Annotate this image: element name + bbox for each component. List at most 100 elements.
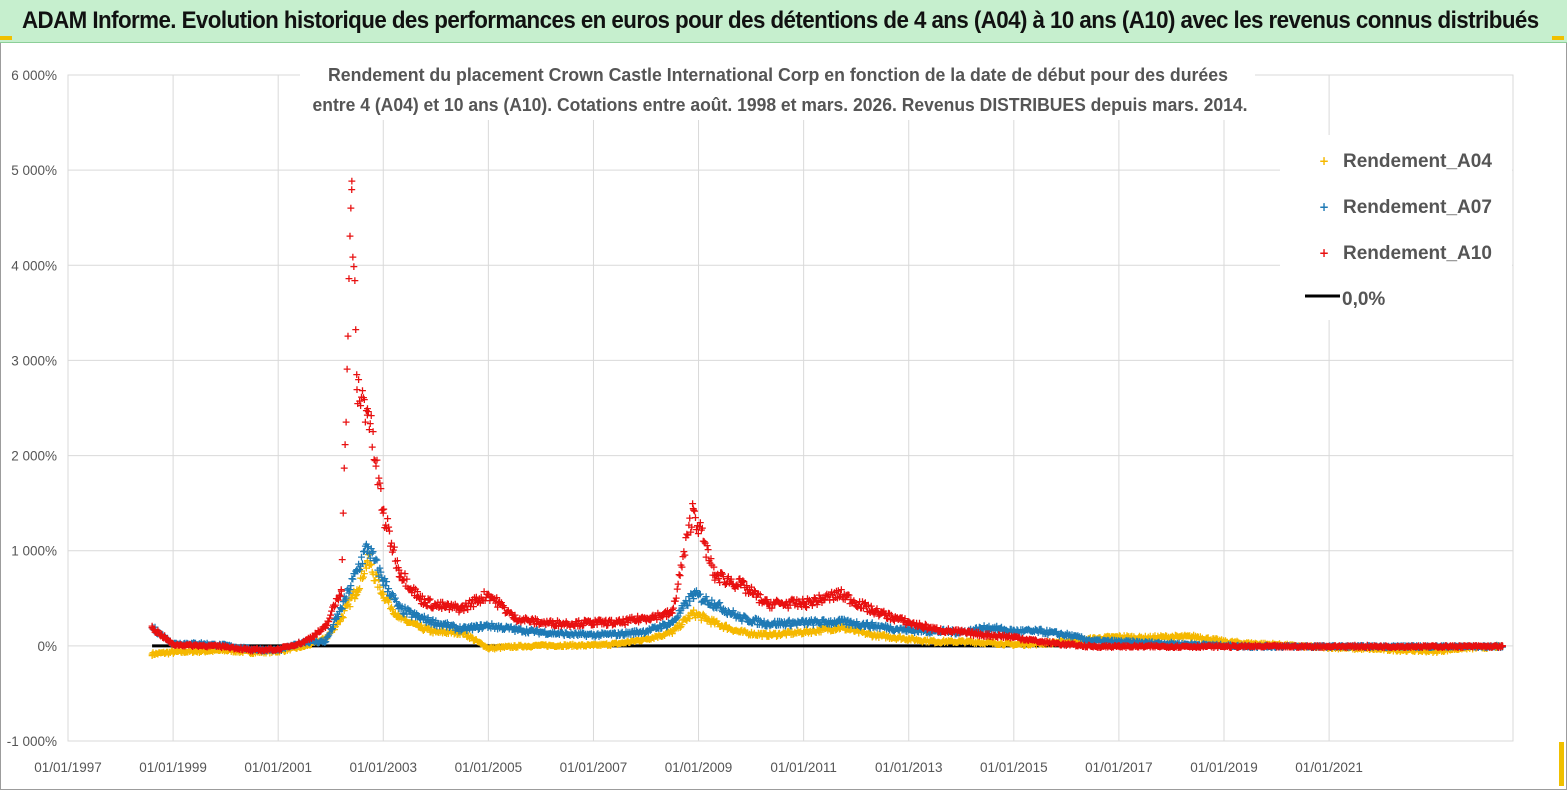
data-point: + <box>500 641 509 654</box>
data-point: + <box>491 641 500 654</box>
data-point: + <box>558 640 567 653</box>
data-point: + <box>879 628 888 641</box>
data-point: + <box>618 636 627 649</box>
data-point: + <box>385 524 394 537</box>
data-point: + <box>808 624 817 637</box>
chart-legend: + Rendement_A04 + Rendement_A07 + Rendement_A… <box>1280 135 1512 320</box>
data-point: + <box>181 646 190 659</box>
data-point: + <box>731 623 740 636</box>
data-point: + <box>224 644 233 657</box>
data-point: + <box>548 639 557 652</box>
data-point: + <box>568 638 577 651</box>
data-point: + <box>235 646 244 659</box>
data-point: + <box>957 635 966 648</box>
data-point: + <box>174 644 183 657</box>
data-point: + <box>651 630 660 643</box>
data-point: + <box>539 638 548 651</box>
data-point: + <box>332 617 341 630</box>
data-point: + <box>274 644 283 657</box>
data-point: + <box>555 640 564 653</box>
data-point: + <box>271 645 280 658</box>
x-tick-label: 01/01/1997 <box>34 760 102 775</box>
data-point: + <box>340 602 349 615</box>
data-point: + <box>164 647 173 660</box>
data-point: + <box>751 628 760 641</box>
data-point: + <box>289 641 298 654</box>
data-point: + <box>339 611 348 624</box>
data-point: + <box>261 647 270 660</box>
data-point: + <box>413 617 422 630</box>
data-point: + <box>527 640 536 653</box>
data-point: + <box>727 623 736 636</box>
data-point: + <box>655 630 664 643</box>
data-point: + <box>518 640 527 653</box>
data-point: + <box>572 640 581 653</box>
x-tick-label: 01/01/1999 <box>139 760 207 775</box>
data-point: + <box>716 620 725 633</box>
data-point: + <box>823 624 832 637</box>
data-point: + <box>185 645 194 658</box>
data-point: + <box>662 627 671 640</box>
data-point: + <box>214 644 223 657</box>
data-point: + <box>892 633 901 646</box>
data-point: + <box>398 610 407 623</box>
data-point: + <box>368 567 377 580</box>
corner-marker-bottom-right <box>1559 742 1564 786</box>
data-point: + <box>221 643 230 656</box>
data-point: + <box>209 643 218 656</box>
data-point: + <box>834 620 843 633</box>
data-point: + <box>199 643 208 656</box>
legend-label: Rendement_A07 <box>1343 197 1492 218</box>
data-point: + <box>680 548 689 561</box>
data-point: + <box>273 646 282 659</box>
data-point: + <box>841 623 850 636</box>
data-point: + <box>683 611 692 624</box>
data-point: + <box>351 589 360 602</box>
data-point: + <box>677 618 686 631</box>
data-point: + <box>480 640 489 653</box>
data-point: + <box>394 607 403 620</box>
data-point: + <box>586 639 595 652</box>
data-point: + <box>507 640 516 653</box>
data-point: + <box>364 548 373 561</box>
data-point: + <box>211 643 220 656</box>
data-point: + <box>722 619 731 632</box>
data-point: + <box>447 626 456 639</box>
data-point: + <box>792 626 801 639</box>
data-point: + <box>182 645 191 658</box>
data-point: + <box>382 591 391 604</box>
data-point: + <box>320 634 329 647</box>
data-point: + <box>307 638 316 651</box>
data-point: + <box>338 553 347 566</box>
data-point: + <box>781 626 790 639</box>
data-point: + <box>725 621 734 634</box>
data-point: + <box>748 629 757 642</box>
data-point: + <box>668 627 677 640</box>
data-point: + <box>276 643 285 656</box>
data-point: + <box>603 639 612 652</box>
data-point: + <box>415 621 424 634</box>
data-point: + <box>266 644 275 657</box>
data-point: + <box>322 632 331 645</box>
data-point: + <box>371 568 380 581</box>
data-point: + <box>226 643 235 656</box>
data-point: + <box>809 623 818 636</box>
data-point: + <box>795 626 804 639</box>
data-point: + <box>323 629 332 642</box>
data-point: + <box>355 582 364 595</box>
data-point: + <box>591 638 600 651</box>
data-point: + <box>314 636 323 649</box>
data-point: + <box>156 647 165 660</box>
data-point: + <box>423 622 432 635</box>
data-point: + <box>606 639 615 652</box>
data-point: + <box>776 629 785 642</box>
data-point: + <box>650 630 659 643</box>
data-point: + <box>352 583 361 596</box>
data-point: + <box>407 616 416 629</box>
y-axis-tick-labels: 6 000% 5 000% 4 000% 3 000% 2 000% 1 000% 0% -1… <box>7 68 57 749</box>
data-point: + <box>389 607 398 620</box>
data-point: + <box>682 614 691 627</box>
data-point: + <box>852 624 861 637</box>
data-point: + <box>557 640 566 653</box>
data-point: + <box>300 640 309 653</box>
